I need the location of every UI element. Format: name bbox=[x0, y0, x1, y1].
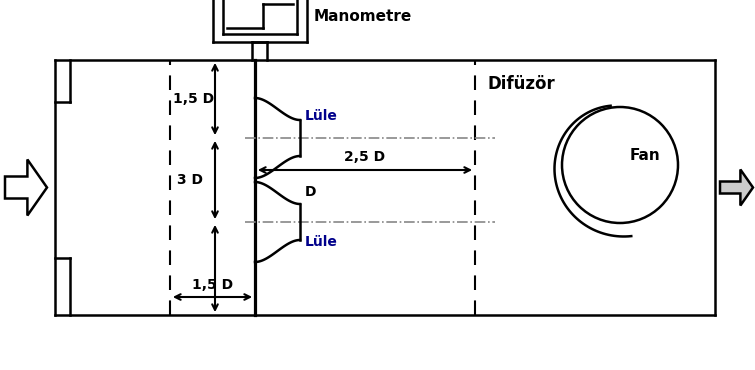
Text: Difüzör: Difüzör bbox=[487, 75, 555, 93]
Text: Lüle: Lüle bbox=[305, 109, 338, 123]
Text: Manometre: Manometre bbox=[314, 9, 412, 24]
Text: Fan: Fan bbox=[630, 148, 661, 162]
Text: 1,5 D: 1,5 D bbox=[173, 92, 214, 106]
Text: Lüle: Lüle bbox=[305, 235, 338, 249]
Text: 2,5 D: 2,5 D bbox=[344, 150, 386, 164]
Text: D: D bbox=[305, 185, 316, 199]
Text: 1,5 D: 1,5 D bbox=[192, 278, 233, 292]
Polygon shape bbox=[720, 169, 753, 205]
Text: 3 D: 3 D bbox=[177, 173, 203, 187]
